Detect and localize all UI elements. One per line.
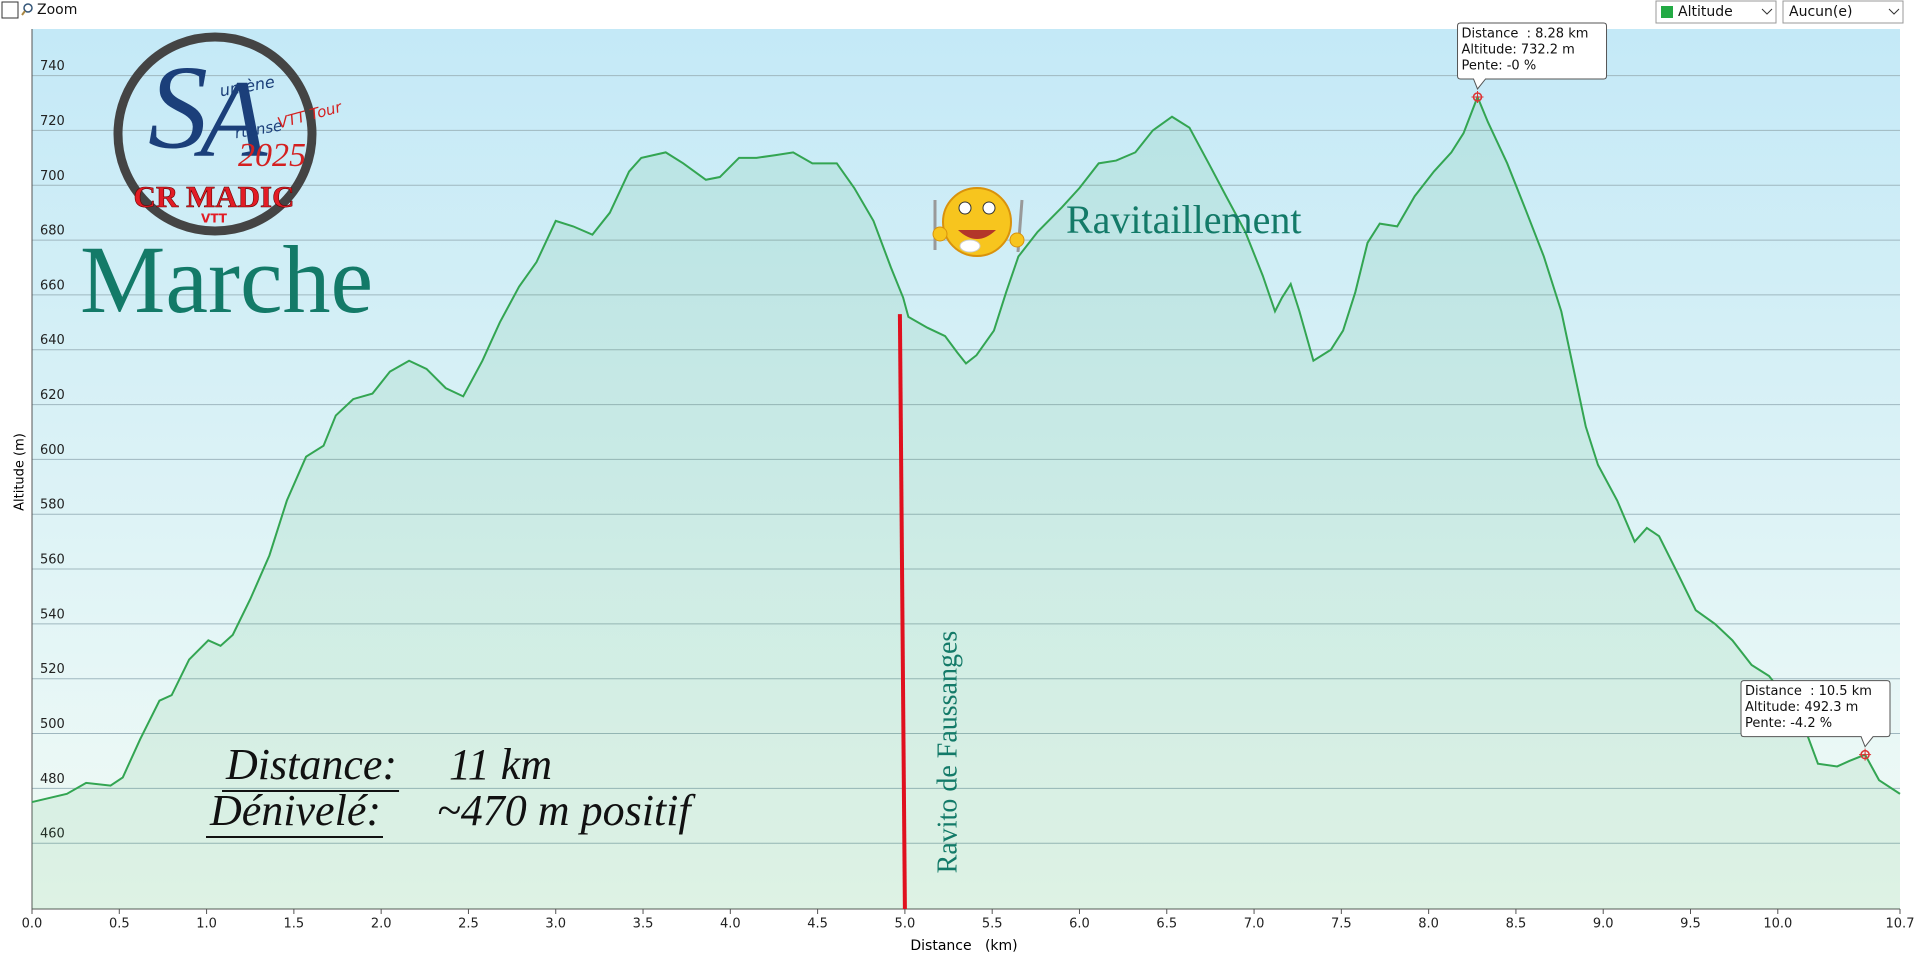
- x-tick-label: 1.0: [196, 917, 217, 932]
- logo-ring: [113, 32, 317, 236]
- x-tick-label: 0.5: [109, 917, 130, 932]
- tooltip-line: Altitude: 492.3 m: [1745, 700, 1858, 715]
- logo-s: S: [148, 41, 208, 174]
- x-tick-label: 3.0: [545, 917, 566, 932]
- y-tick-label: 520: [40, 662, 65, 677]
- y-axis-title: Altitude (m): [13, 433, 28, 511]
- emoji-hand: [1009, 232, 1025, 248]
- y-tick-label: 580: [40, 498, 65, 513]
- tooltip-line: Altitude: 732.2 m: [1462, 42, 1575, 57]
- logo-a: A: [193, 57, 268, 179]
- stat-value: ~470 m positif: [437, 786, 696, 835]
- logo-vtt: VTT: [201, 212, 228, 226]
- dropdown-arrow: [1761, 8, 1773, 15]
- emoji-eye: [982, 201, 996, 215]
- emoji-eye: [958, 201, 972, 215]
- x-tick-label: 5.5: [982, 917, 1003, 932]
- emoji-mouth: [958, 230, 996, 239]
- emoji-bib: [959, 239, 981, 253]
- emoji-hand: [932, 226, 948, 242]
- y-tick-label: 480: [40, 772, 65, 787]
- y-tick-label: 740: [40, 59, 65, 74]
- marker-cross: [1859, 748, 1872, 761]
- second-select-label[interactable]: Aucun(e): [1789, 4, 1852, 20]
- y-tick-label: 540: [40, 607, 65, 622]
- tooltip-line: Distance : 10.5 km: [1745, 684, 1872, 699]
- x-tick-label: 1.5: [284, 917, 305, 932]
- x-tick-label: 3.5: [633, 917, 654, 932]
- logo-year: 2025: [238, 137, 306, 174]
- x-tick-label: 2.5: [458, 917, 479, 932]
- zoom-label[interactable]: Zoom: [37, 2, 77, 18]
- series-select[interactable]: [1655, 0, 1777, 24]
- dropdown-arrow: [1888, 8, 1900, 15]
- y-tick-label: 680: [40, 224, 65, 239]
- tooltip-box: [1740, 680, 1891, 748]
- logo-club: CR MADIC: [133, 179, 294, 214]
- marker-cross: [1471, 90, 1484, 103]
- x-tick-label: 8.5: [1506, 917, 1527, 932]
- y-tick-label: 660: [40, 278, 65, 293]
- plot-background: [32, 29, 1900, 909]
- stat-label: Dénivelé:: [209, 786, 381, 835]
- series-select-label[interactable]: Altitude: [1678, 4, 1733, 20]
- x-tick-label: 8.0: [1418, 917, 1439, 932]
- x-tick-label: 9.5: [1680, 917, 1701, 932]
- stats: Distance: 11 km Dénivelé: ~470 m positif: [206, 740, 696, 838]
- y-tick-label: 560: [40, 553, 65, 568]
- heading: Marche: [80, 226, 373, 333]
- profile-line: [31, 94, 1901, 804]
- ravito-line: [897, 314, 907, 910]
- x-tick-label: 7.5: [1331, 917, 1352, 932]
- x-tick-label: 7.0: [1244, 917, 1265, 932]
- y-tick-label: 460: [40, 827, 65, 842]
- emoji: [932, 187, 1025, 257]
- x-tick-label: 10.0: [1763, 917, 1792, 932]
- x-tick-label: 4.5: [807, 917, 828, 932]
- area-fill: [32, 96, 1900, 909]
- plot: 460 480 500 520 540 560 580 600 620 640 660 680 700 7…: [22, 29, 1914, 932]
- zoom-icon: [23, 3, 33, 13]
- x-tick-label: 6.5: [1156, 917, 1177, 932]
- x-tick-label: 2.0: [371, 917, 392, 932]
- stat-value: 11 km: [449, 740, 552, 789]
- x-tick-label: 4.0: [720, 917, 741, 932]
- ravito-title: Ravitaillement: [1066, 197, 1302, 242]
- x-tick-label: 0.0: [22, 917, 43, 932]
- stat-label: Distance:: [225, 740, 397, 789]
- tooltip-line: Pente: -0 %: [1462, 58, 1537, 73]
- second-select[interactable]: [1782, 0, 1904, 24]
- tooltip-line: Pente: -4.2 %: [1745, 716, 1832, 731]
- y-tick-label: 700: [40, 169, 65, 184]
- series-swatch: [1661, 6, 1673, 18]
- y-tick-label: 720: [40, 114, 65, 129]
- tooltip-line: Distance : 8.28 km: [1462, 26, 1589, 41]
- x-tick-label: 10.7: [1886, 917, 1914, 932]
- x-tick-label: 5.0: [895, 917, 916, 932]
- ravito-label: Ravito de Faussanges: [932, 631, 963, 874]
- x-tick-label: 6.0: [1069, 917, 1090, 932]
- y-tick-label: 640: [40, 333, 65, 348]
- zoom-checkbox[interactable]: [1, 1, 19, 19]
- y-tick-label: 500: [40, 717, 65, 732]
- tooltip-box: [1457, 22, 1608, 90]
- y-tick-label: 620: [40, 388, 65, 403]
- logo: S umène A rtense VTT Tour 2025 CR MADIC …: [113, 32, 344, 236]
- y-tick-label: 600: [40, 443, 65, 458]
- x-tick-label: 9.0: [1593, 917, 1614, 932]
- x-axis-title: Distance (km): [910, 938, 1017, 954]
- zoom-icon-handle: [21, 10, 26, 16]
